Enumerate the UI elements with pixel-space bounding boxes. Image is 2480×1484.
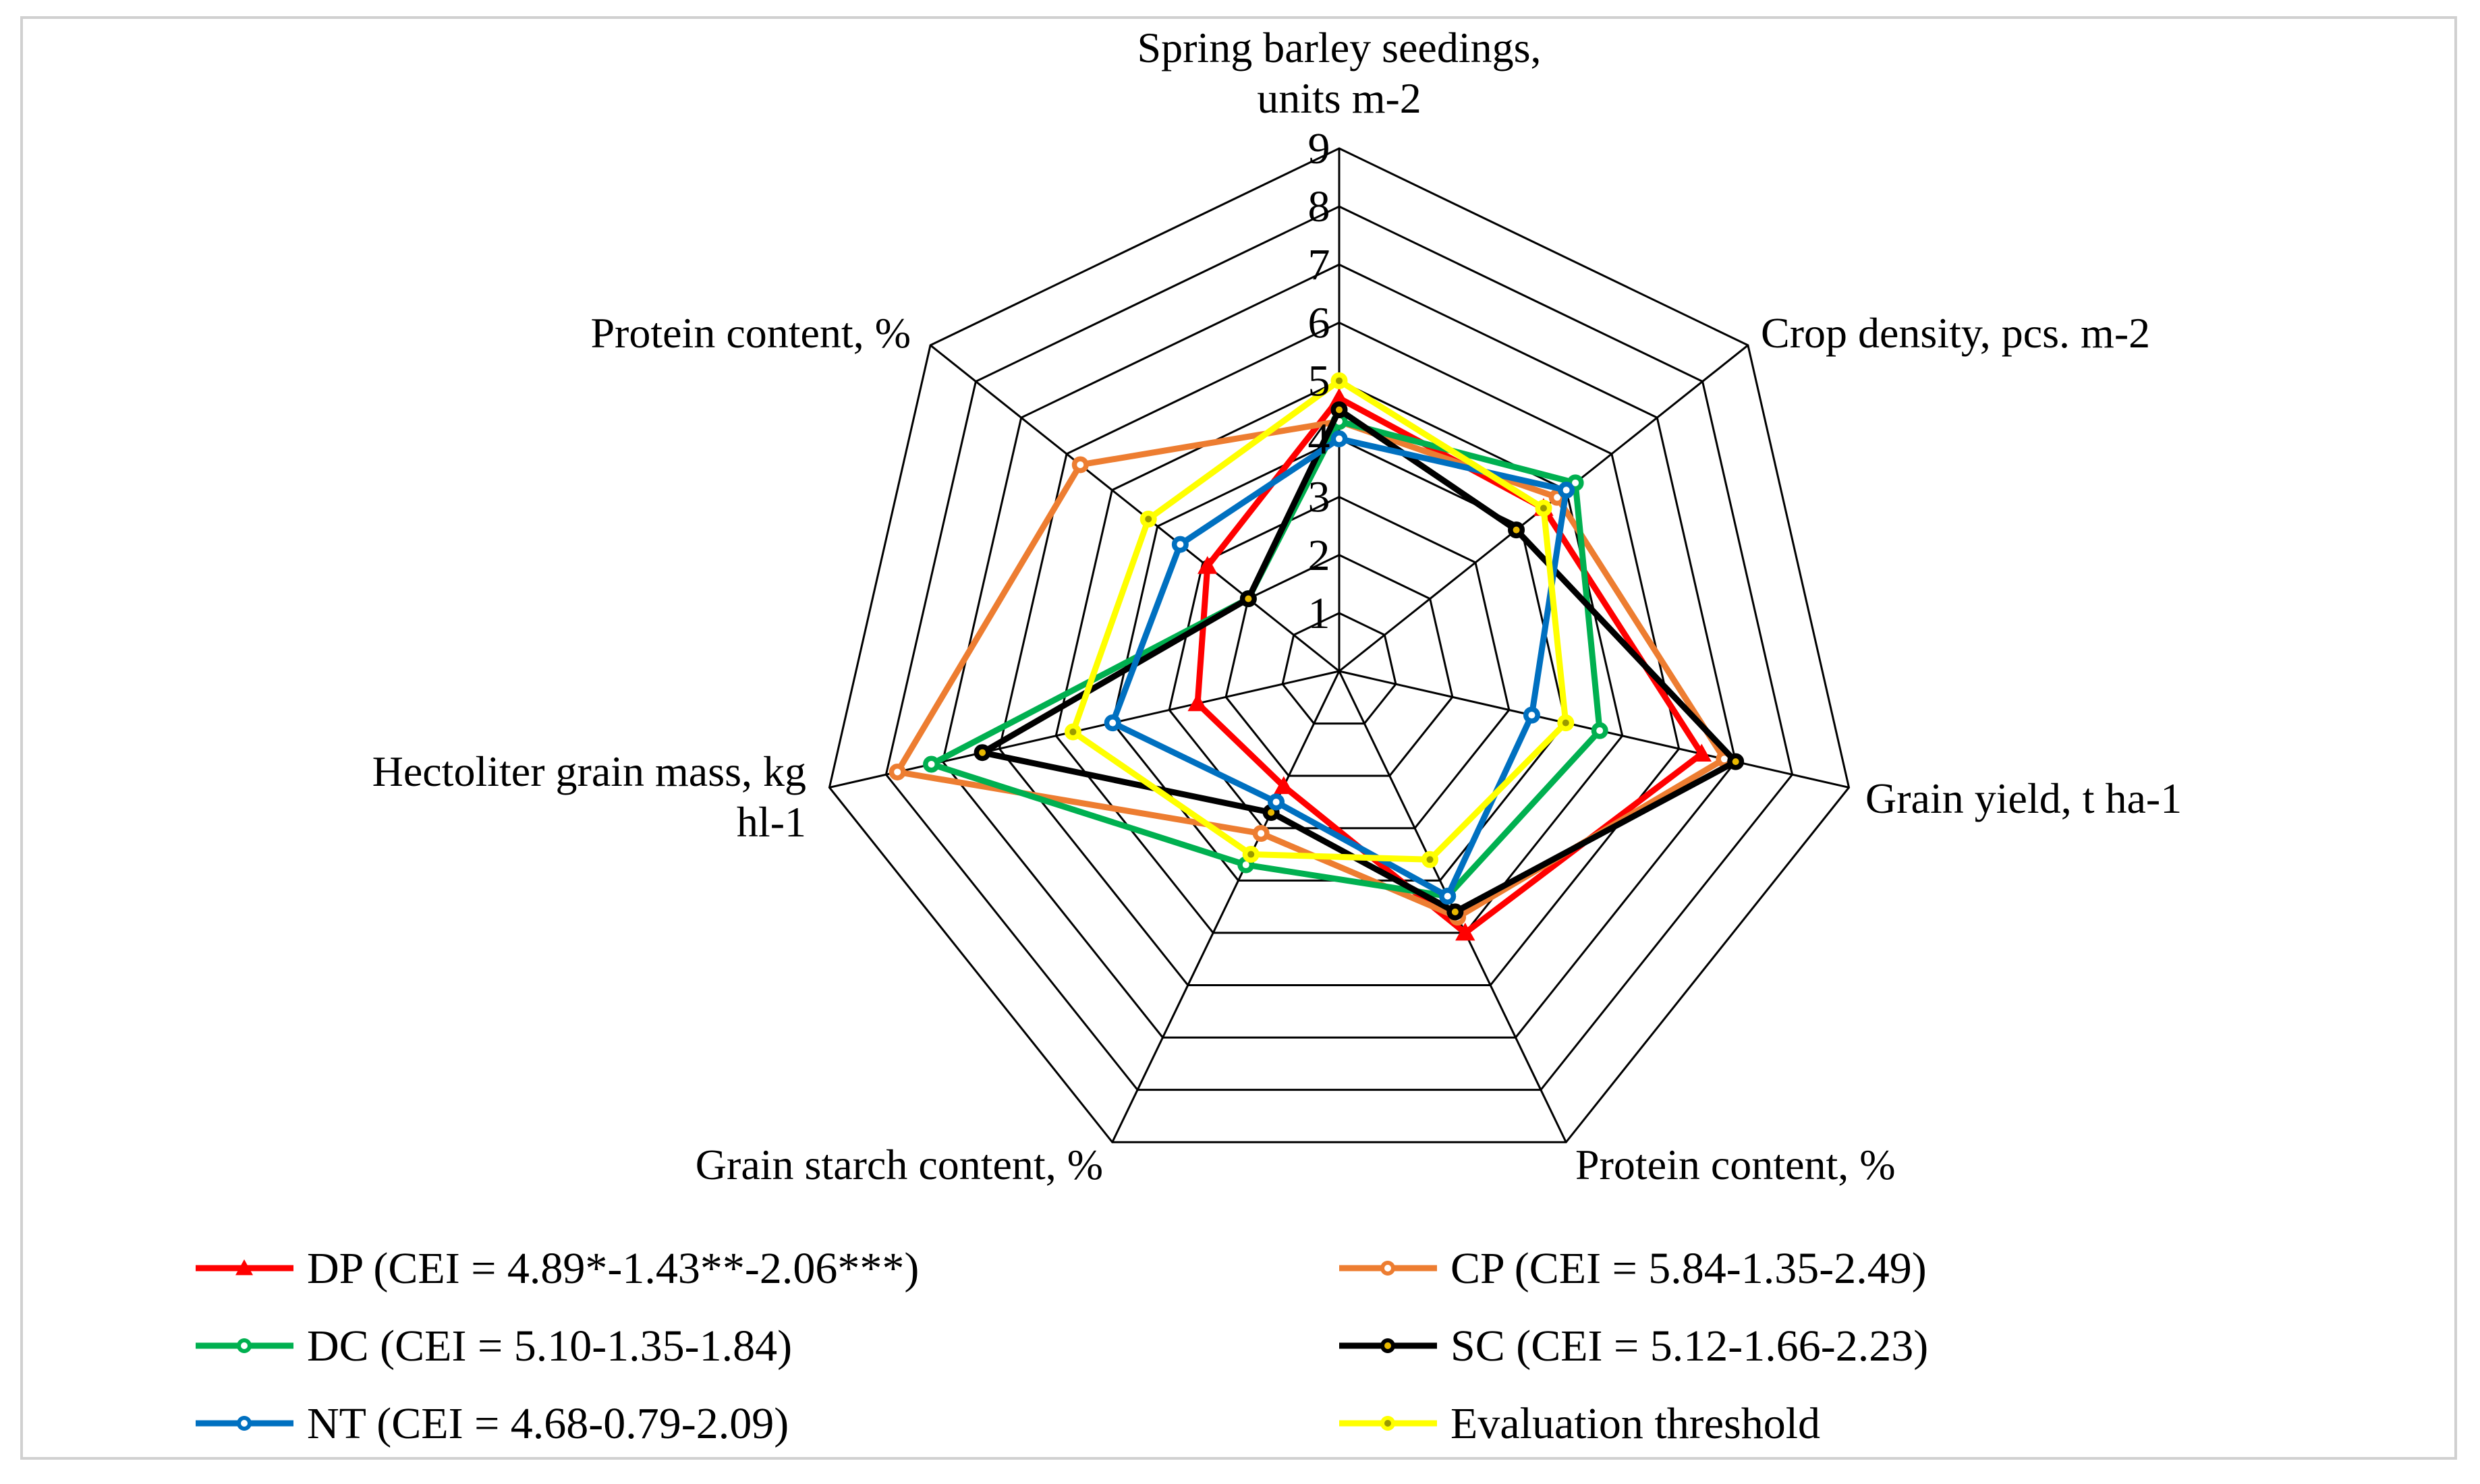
figure-frame bbox=[20, 16, 2457, 1460]
data-point-center bbox=[1540, 505, 1547, 512]
spoke-6 bbox=[829, 670, 1340, 789]
radar-tick-labels: 1 2 3 4 5 6 7 8 9 bbox=[1308, 124, 1330, 638]
axis-label-line: Spring barley seedings, bbox=[1137, 24, 1542, 72]
data-point-center bbox=[1513, 526, 1520, 534]
legend-marker-center bbox=[1384, 1342, 1391, 1349]
data-point-center bbox=[1336, 377, 1343, 384]
tick-label-7: 7 bbox=[1308, 240, 1330, 289]
data-point-center bbox=[1336, 435, 1343, 443]
data-point-center bbox=[1268, 809, 1275, 816]
data-point-center bbox=[1720, 755, 1728, 763]
axis-label-line: hl-1 bbox=[737, 798, 806, 846]
data-point-center bbox=[1732, 758, 1739, 766]
data-point-center bbox=[1528, 712, 1535, 719]
data-point-center bbox=[1336, 406, 1343, 413]
data-point-center bbox=[1242, 861, 1249, 869]
grid-ring-1 bbox=[1281, 612, 1397, 725]
data-point bbox=[1197, 556, 1218, 574]
axis-label-3: Grain yield, t ha-1 bbox=[1865, 774, 2182, 822]
tick-label-3: 3 bbox=[1308, 473, 1330, 522]
grid-ring-8 bbox=[884, 205, 1794, 1091]
axis-label-line: Protein content, % bbox=[590, 309, 911, 357]
legend-marker bbox=[235, 1259, 253, 1276]
data-point-center bbox=[1177, 541, 1184, 548]
legend-item-4: SC (CEI = 5.12-1.66-2.23) bbox=[1339, 1321, 1928, 1371]
legend-label: SC (CEI = 5.12-1.66-2.23) bbox=[1450, 1321, 1928, 1371]
data-point-center bbox=[1562, 719, 1569, 726]
axis-label-line: Grain starch content, % bbox=[696, 1141, 1103, 1189]
axis-label-7: Protein content, % bbox=[590, 309, 911, 357]
axis-label-6: Hectoliter grain mass, kg hl-1 bbox=[372, 747, 806, 846]
data-point-center bbox=[1426, 856, 1434, 863]
legend-marker-center bbox=[241, 1342, 248, 1349]
radar-spokes bbox=[829, 148, 1849, 1143]
data-point bbox=[1455, 922, 1475, 941]
data-point-center bbox=[1077, 461, 1084, 468]
tick-label-4: 4 bbox=[1308, 415, 1330, 464]
data-point-center bbox=[979, 749, 986, 756]
grid-ring-9 bbox=[828, 147, 1851, 1143]
legend-label: DC (CEI = 5.10-1.35-1.84) bbox=[307, 1321, 792, 1371]
axis-label-line: Protein content, % bbox=[1575, 1141, 1896, 1189]
legend-item-6: Evaluation threshold bbox=[1339, 1399, 1820, 1448]
spoke-7 bbox=[930, 344, 1340, 673]
tick-label-1: 1 bbox=[1308, 589, 1330, 638]
data-point-center bbox=[1444, 892, 1451, 900]
axis-label-line: Crop density, pcs. m-2 bbox=[1761, 309, 2150, 357]
legend: DP (CEI = 4.89*-1.43**-2.06***) CP (CEI =… bbox=[196, 1244, 1928, 1448]
data-point-center bbox=[1562, 486, 1570, 494]
legend-item-1: DP (CEI = 4.89*-1.43**-2.06***) bbox=[196, 1244, 919, 1293]
series-4 bbox=[974, 401, 1745, 921]
tick-label-6: 6 bbox=[1308, 298, 1330, 347]
data-point-center bbox=[1109, 719, 1117, 726]
legend-label: NT (CEI = 4.68-0.79-2.09) bbox=[307, 1399, 789, 1448]
series-5 bbox=[1104, 430, 1575, 905]
data-point-center bbox=[1069, 729, 1077, 736]
legend-marker-center bbox=[1384, 1265, 1391, 1272]
axis-label-line: units m-2 bbox=[1257, 74, 1421, 122]
data-point-center bbox=[1258, 830, 1265, 837]
tick-label-5: 5 bbox=[1308, 356, 1330, 405]
axis-label-5: Grain starch content, % bbox=[696, 1141, 1103, 1189]
legend-label: CP (CEI = 5.84-1.35-2.49) bbox=[1450, 1244, 1927, 1293]
radar-series bbox=[889, 372, 1745, 941]
legend-marker-center bbox=[1384, 1420, 1391, 1427]
legend-item-5: NT (CEI = 4.68-0.79-2.09) bbox=[196, 1399, 789, 1448]
tick-label-8: 8 bbox=[1308, 182, 1330, 231]
axis-label-line: Hectoliter grain mass, kg bbox=[372, 747, 806, 795]
tick-label-9: 9 bbox=[1308, 124, 1330, 173]
data-point-center bbox=[1247, 851, 1255, 858]
series-6 bbox=[1064, 372, 1575, 868]
spoke-5 bbox=[1111, 670, 1341, 1143]
data-point-center bbox=[1451, 908, 1459, 915]
legend-item-3: DC (CEI = 5.10-1.35-1.84) bbox=[196, 1321, 792, 1371]
legend-item-2: CP (CEI = 5.84-1.35-2.49) bbox=[1339, 1244, 1927, 1293]
tick-label-2: 2 bbox=[1308, 531, 1330, 580]
data-point bbox=[1274, 776, 1294, 795]
axis-label-2: Crop density, pcs. m-2 bbox=[1761, 309, 2150, 357]
data-point bbox=[1691, 743, 1712, 762]
grid-ring-2 bbox=[1224, 554, 1454, 777]
data-point-center bbox=[1272, 798, 1280, 805]
data-point-center bbox=[894, 768, 901, 776]
data-point-center bbox=[1596, 727, 1604, 735]
series-line bbox=[1109, 436, 1570, 900]
data-point bbox=[1187, 693, 1208, 712]
radar-axis-labels: Spring barley seedings, units m-2 Crop den… bbox=[372, 24, 2182, 1189]
legend-marker-center bbox=[241, 1420, 248, 1427]
legend-label: Evaluation threshold bbox=[1450, 1399, 1820, 1448]
legend-label: DP (CEI = 4.89*-1.43**-2.06***) bbox=[307, 1244, 919, 1293]
series-line bbox=[1069, 377, 1569, 863]
axis-label-1: Spring barley seedings, units m-2 bbox=[1137, 24, 1542, 122]
data-point-center bbox=[1145, 515, 1152, 523]
axis-label-line: Grain yield, t ha-1 bbox=[1865, 774, 2182, 822]
data-point-center bbox=[1554, 494, 1561, 501]
data-point-center bbox=[928, 760, 935, 768]
data-point-center bbox=[1245, 595, 1252, 602]
grid-ring-7 bbox=[941, 263, 1737, 1039]
series-line bbox=[894, 418, 1728, 921]
data-point-center bbox=[1572, 479, 1579, 486]
axis-label-4: Protein content, % bbox=[1575, 1141, 1896, 1189]
